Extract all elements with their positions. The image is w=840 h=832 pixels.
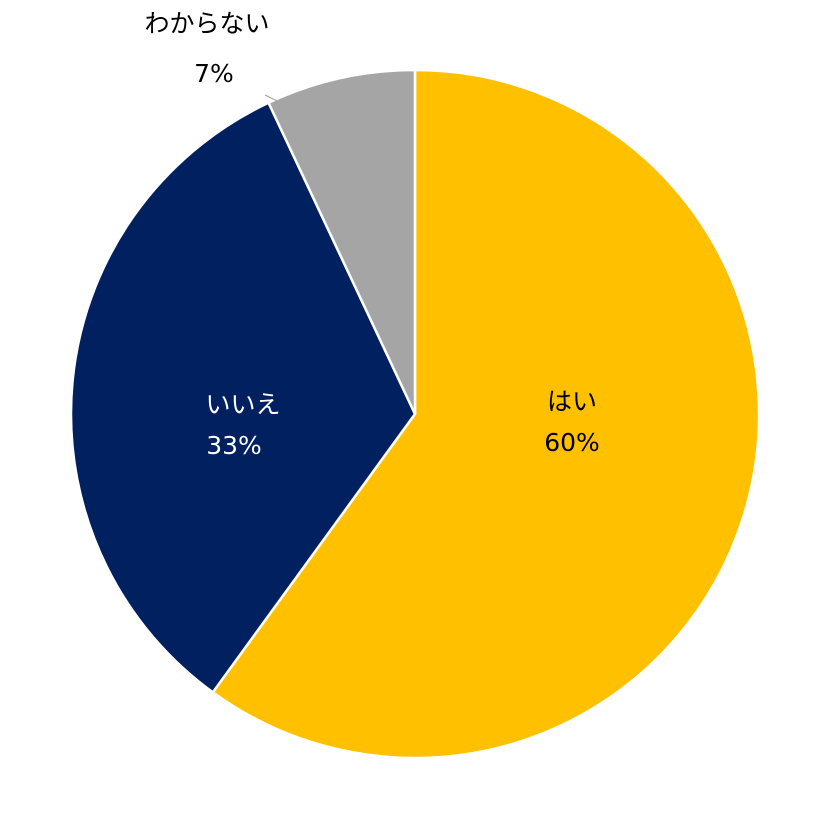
slice-label-wakaranai: わからない xyxy=(144,9,269,38)
slice-label-hai: はい xyxy=(547,387,597,416)
slice-wakaranai xyxy=(267,68,417,416)
slice-value-wakaranai: 7% xyxy=(194,59,234,88)
slice-label-iie: いいえ xyxy=(205,390,280,419)
slice-hai xyxy=(211,68,761,760)
pie-labels: はい 60% いいえ 33% わからない 7% xyxy=(144,9,599,460)
slice-value-hai: 60% xyxy=(544,428,600,457)
slice-value-iie: 33% xyxy=(206,431,262,460)
slice-iie xyxy=(69,101,417,694)
pie-slices xyxy=(69,68,761,760)
leader-line-wakaranai xyxy=(264,94,344,134)
